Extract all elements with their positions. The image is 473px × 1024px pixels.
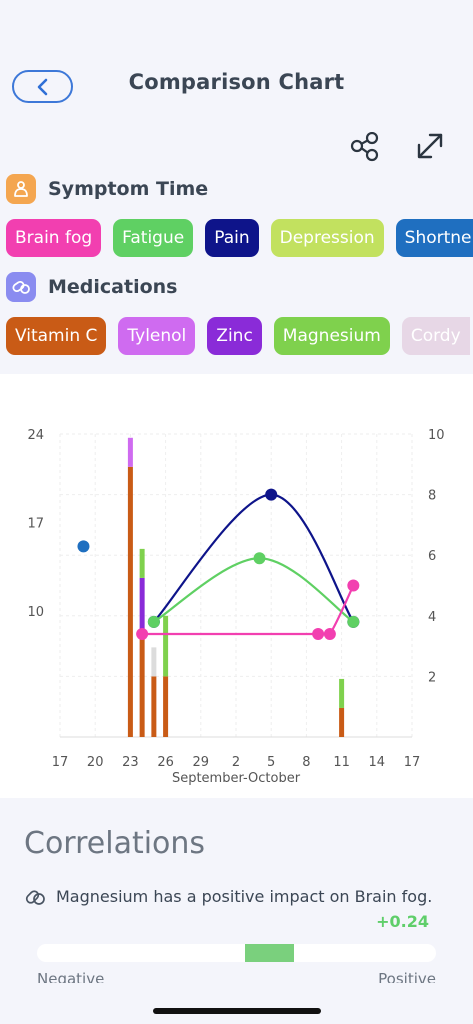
right-tick-label: 4 <box>428 610 436 625</box>
share-icon[interactable] <box>350 132 380 162</box>
correlation-bar-fill <box>245 944 294 962</box>
x-tick-label: 2 <box>232 755 240 770</box>
left-tick-label: 10 <box>27 605 44 620</box>
expand-icon[interactable] <box>416 132 444 160</box>
correlations-title: Correlations <box>24 826 206 861</box>
medication-chip-magnesium[interactable]: Magnesium <box>273 317 390 355</box>
medication-chip-vitamin-c[interactable]: Vitamin C <box>6 317 107 355</box>
bar-segment <box>139 638 145 737</box>
back-button[interactable] <box>12 70 73 103</box>
bar-segment <box>339 678 345 708</box>
symptoms-section-header: Symptom Time <box>6 174 208 204</box>
medication-chip-list: Vitamin C Tylenol Zinc Magnesium Cordy <box>6 317 470 355</box>
series-line <box>153 557 354 623</box>
bar-segment <box>339 707 345 737</box>
bar-segment <box>163 676 169 737</box>
symptom-chip-shortness[interactable]: Shortne <box>395 219 473 257</box>
medication-chip-cordy[interactable]: Cordy <box>401 317 470 355</box>
page-title: Comparison Chart <box>128 70 345 94</box>
series-point <box>77 540 90 553</box>
home-indicator[interactable] <box>153 1008 321 1014</box>
series-point <box>147 615 160 628</box>
x-tick-label: 14 <box>369 755 386 770</box>
header: Comparison Chart <box>0 0 473 125</box>
medications-badge <box>6 272 36 302</box>
bar-segment <box>151 676 157 737</box>
bar-segment <box>127 466 133 737</box>
x-tick-label: 8 <box>302 755 310 770</box>
left-tick-label: 24 <box>27 428 44 443</box>
chevron-left-icon <box>37 78 47 95</box>
series-point <box>265 488 278 501</box>
bar-segment <box>151 647 157 677</box>
symptom-time-badge <box>6 174 36 204</box>
symptom-chip-fatigue[interactable]: Fatigue <box>113 219 194 257</box>
chart-svg: 17 20 23 26 29 2 5 8 11 14 17September-October2417… <box>27 428 445 786</box>
symptom-chip-brain-fog[interactable]: Brain fog <box>6 219 102 257</box>
person-icon <box>14 181 28 197</box>
x-tick-label: 20 <box>87 755 104 770</box>
medication-chip-tylenol[interactable]: Tylenol <box>118 317 196 355</box>
x-tick-label: 29 <box>193 755 210 770</box>
left-tick-label: 17 <box>27 516 44 531</box>
x-tick-label: 17 <box>404 755 421 770</box>
x-tick-label: 26 <box>157 755 174 770</box>
x-tick-label: 23 <box>122 755 139 770</box>
right-tick-label: 6 <box>428 549 436 564</box>
x-tick-label: 5 <box>267 755 275 770</box>
bar-segment <box>163 615 169 677</box>
right-tick-label: 2 <box>428 670 436 685</box>
medication-chip-zinc[interactable]: Zinc <box>207 317 262 355</box>
medications-section-header: Medications <box>6 272 177 302</box>
bar-segment <box>139 548 145 578</box>
symptom-chip-pain[interactable]: Pain <box>205 219 259 257</box>
correlation-value: +0.24 <box>376 912 429 931</box>
right-tick-label: 10 <box>428 428 445 443</box>
bar-segment <box>139 577 145 639</box>
symptom-chip-depression[interactable]: Depression <box>270 219 384 257</box>
pills-icon <box>12 280 30 294</box>
series-point <box>136 627 149 640</box>
correlation-text: Magnesium has a positive impact on Brain… <box>56 886 433 906</box>
bottom-safe-area <box>0 983 473 1024</box>
comparison-chart: 17 20 23 26 29 2 5 8 11 14 17 September-October 24 17… <box>0 374 473 798</box>
correlation-item: Magnesium has a positive impact on Brain… <box>24 885 432 907</box>
x-axis-title: September-October <box>172 771 301 786</box>
bar-segment <box>127 437 133 467</box>
series-point <box>323 627 336 640</box>
pills-outline-icon <box>25 890 45 905</box>
medications-section-label: Medications <box>48 276 178 298</box>
symptoms-section-label: Symptom Time <box>48 178 209 200</box>
series-point <box>347 579 360 592</box>
correlation-bar <box>37 944 436 962</box>
x-tick-label: 17 <box>52 755 69 770</box>
series-point <box>347 615 360 628</box>
series-point <box>312 627 325 640</box>
x-tick-label: 11 <box>333 755 350 770</box>
series-point <box>253 552 266 565</box>
right-tick-label: 8 <box>428 489 436 504</box>
symptom-chip-list: Brain fog Fatigue Pain Depression Shortn… <box>6 219 473 257</box>
